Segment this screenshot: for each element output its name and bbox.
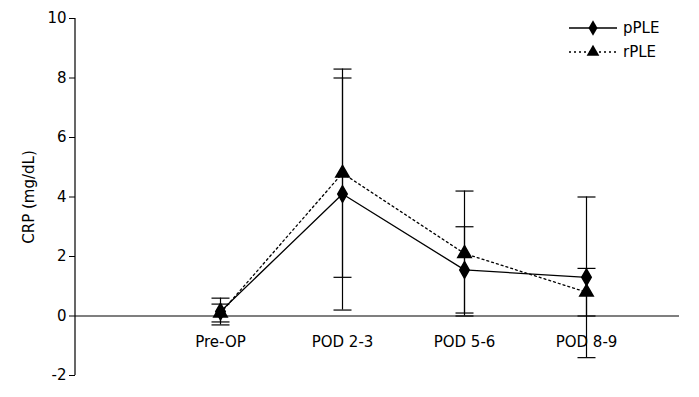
svg-text:POD 2-3: POD 2-3: [312, 333, 374, 351]
svg-text:Pre-OP: Pre-OP: [195, 333, 246, 351]
svg-text:8: 8: [57, 69, 67, 87]
svg-text:CRP (mg/dL): CRP (mg/dL): [20, 150, 38, 243]
svg-text:pPLE: pPLE: [623, 19, 659, 37]
svg-text:0: 0: [57, 307, 67, 325]
svg-text:2: 2: [57, 247, 67, 265]
svg-text:POD 8-9: POD 8-9: [556, 333, 618, 351]
svg-text:rPLE: rPLE: [623, 43, 656, 61]
svg-text:-2: -2: [52, 366, 67, 384]
svg-text:POD 5-6: POD 5-6: [434, 333, 496, 351]
svg-text:6: 6: [57, 128, 67, 146]
svg-text:4: 4: [57, 188, 67, 206]
svg-text:10: 10: [47, 9, 66, 27]
